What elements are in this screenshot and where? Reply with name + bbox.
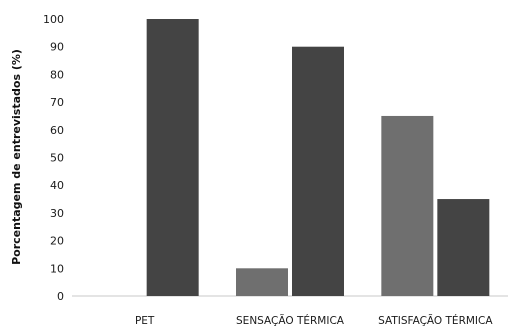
y-tick-label: 10 [50, 262, 64, 275]
x-category-label: SATISFAÇÃO TÉRMICA [378, 314, 493, 327]
x-category-label: PET [135, 315, 155, 327]
y-tick-label: 40 [50, 179, 64, 192]
y-tick-label: 100 [43, 13, 64, 26]
bar [437, 199, 490, 296]
bar [381, 115, 434, 296]
y-tick-label: 50 [50, 152, 64, 165]
bar [292, 46, 344, 297]
y-tick-label: 30 [50, 207, 64, 220]
category-labels: PET SENSAÇÃO TÉRMICA SATISFAÇÃO TÉRMICA [135, 314, 493, 327]
y-axis-ticks: 0 10 20 30 40 50 60 70 80 90 100 [43, 13, 64, 303]
y-tick-label: 0 [57, 290, 64, 303]
x-category-label: SENSAÇÃO TÉRMICA [236, 314, 345, 327]
y-axis-title: Porcentagem de entrevistados (%) [10, 49, 23, 265]
y-tick-label: 60 [50, 124, 64, 137]
y-tick-label: 20 [50, 235, 64, 248]
bar [236, 268, 288, 296]
y-tick-label: 70 [50, 96, 64, 109]
bar [146, 19, 199, 296]
bars-group [146, 19, 490, 297]
y-tick-label: 90 [50, 41, 64, 54]
y-tick-label: 80 [50, 68, 64, 81]
